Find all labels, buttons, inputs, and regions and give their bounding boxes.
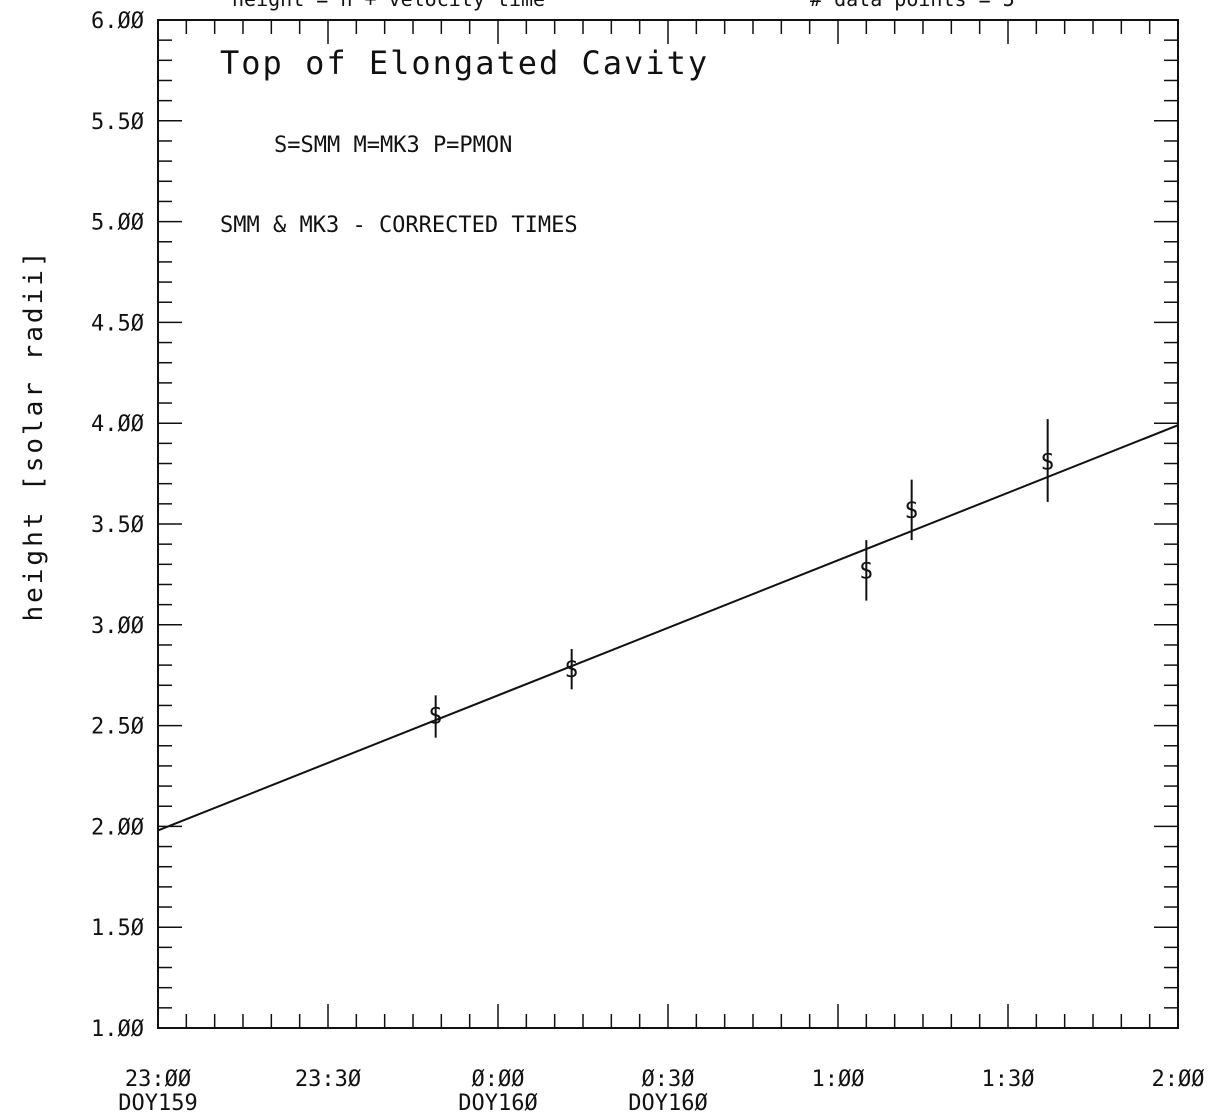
plot-frame: [157, 19, 1179, 1029]
header-right: # data points = 5: [810, 0, 1015, 11]
data-point-marker: S: [905, 499, 918, 524]
x-tick-label: 2:ØØ: [1152, 1067, 1205, 1092]
legend-text: S=SMM M=MK3 P=PMON: [274, 133, 512, 158]
x-tick-label: Ø:3Ø: [642, 1067, 695, 1092]
y-axis: 1.ØØ 1.5Ø 2.ØØ 2.5Ø 3.ØØ 3.5Ø 4.ØØ 4.5Ø 5.ØØ 5.5Ø…: [91, 9, 144, 1042]
y-tick-label: 2.5Ø: [91, 715, 144, 740]
x-tick-label: 23:ØØ: [125, 1067, 191, 1092]
data-point-marker: S: [860, 559, 873, 584]
data-point-marker: S: [565, 658, 578, 683]
correction-note: SMM & MK3 - CORRECTED TIMES: [220, 213, 578, 238]
x-tick-label: Ø:ØØ: [472, 1067, 525, 1092]
y-tick-label: 1.5Ø: [91, 916, 144, 941]
data-point-marker: S: [1041, 451, 1054, 476]
fit-line: [157, 424, 1179, 832]
x-tick-sublabel: DOY16Ø: [458, 1091, 537, 1116]
chart-title: Top of Elongated Cavity: [220, 44, 709, 82]
y-tick-label: 6.ØØ: [91, 9, 144, 34]
x-tick-label: 1:3Ø: [982, 1067, 1035, 1092]
data-points: S S S S S: [429, 419, 1054, 738]
y-tick-label: 2.ØØ: [91, 815, 144, 840]
x-tick-sublabel: DOY159: [118, 1091, 197, 1116]
y-tick-label: 5.5Ø: [91, 110, 144, 135]
y-tick-label: 3.5Ø: [91, 513, 144, 538]
y-axis-label: height [solar radii]: [19, 248, 49, 621]
y-tick-label: 5.ØØ: [91, 211, 144, 236]
y-tick-label: 4.ØØ: [91, 412, 144, 437]
y-tick-label: 3.ØØ: [91, 614, 144, 639]
y-tick-label: 4.5Ø: [91, 311, 144, 336]
data-point-marker: S: [429, 705, 442, 730]
x-tick-label: 1:ØØ: [812, 1067, 865, 1092]
minor-ticks: [158, 20, 1178, 1028]
y-tick-label: 1.ØØ: [91, 1017, 144, 1042]
x-tick-label: 23:3Ø: [295, 1067, 361, 1092]
x-tick-sublabel: DOY16Ø: [628, 1091, 707, 1116]
header-left: height = h + velocity*time: [232, 0, 545, 11]
